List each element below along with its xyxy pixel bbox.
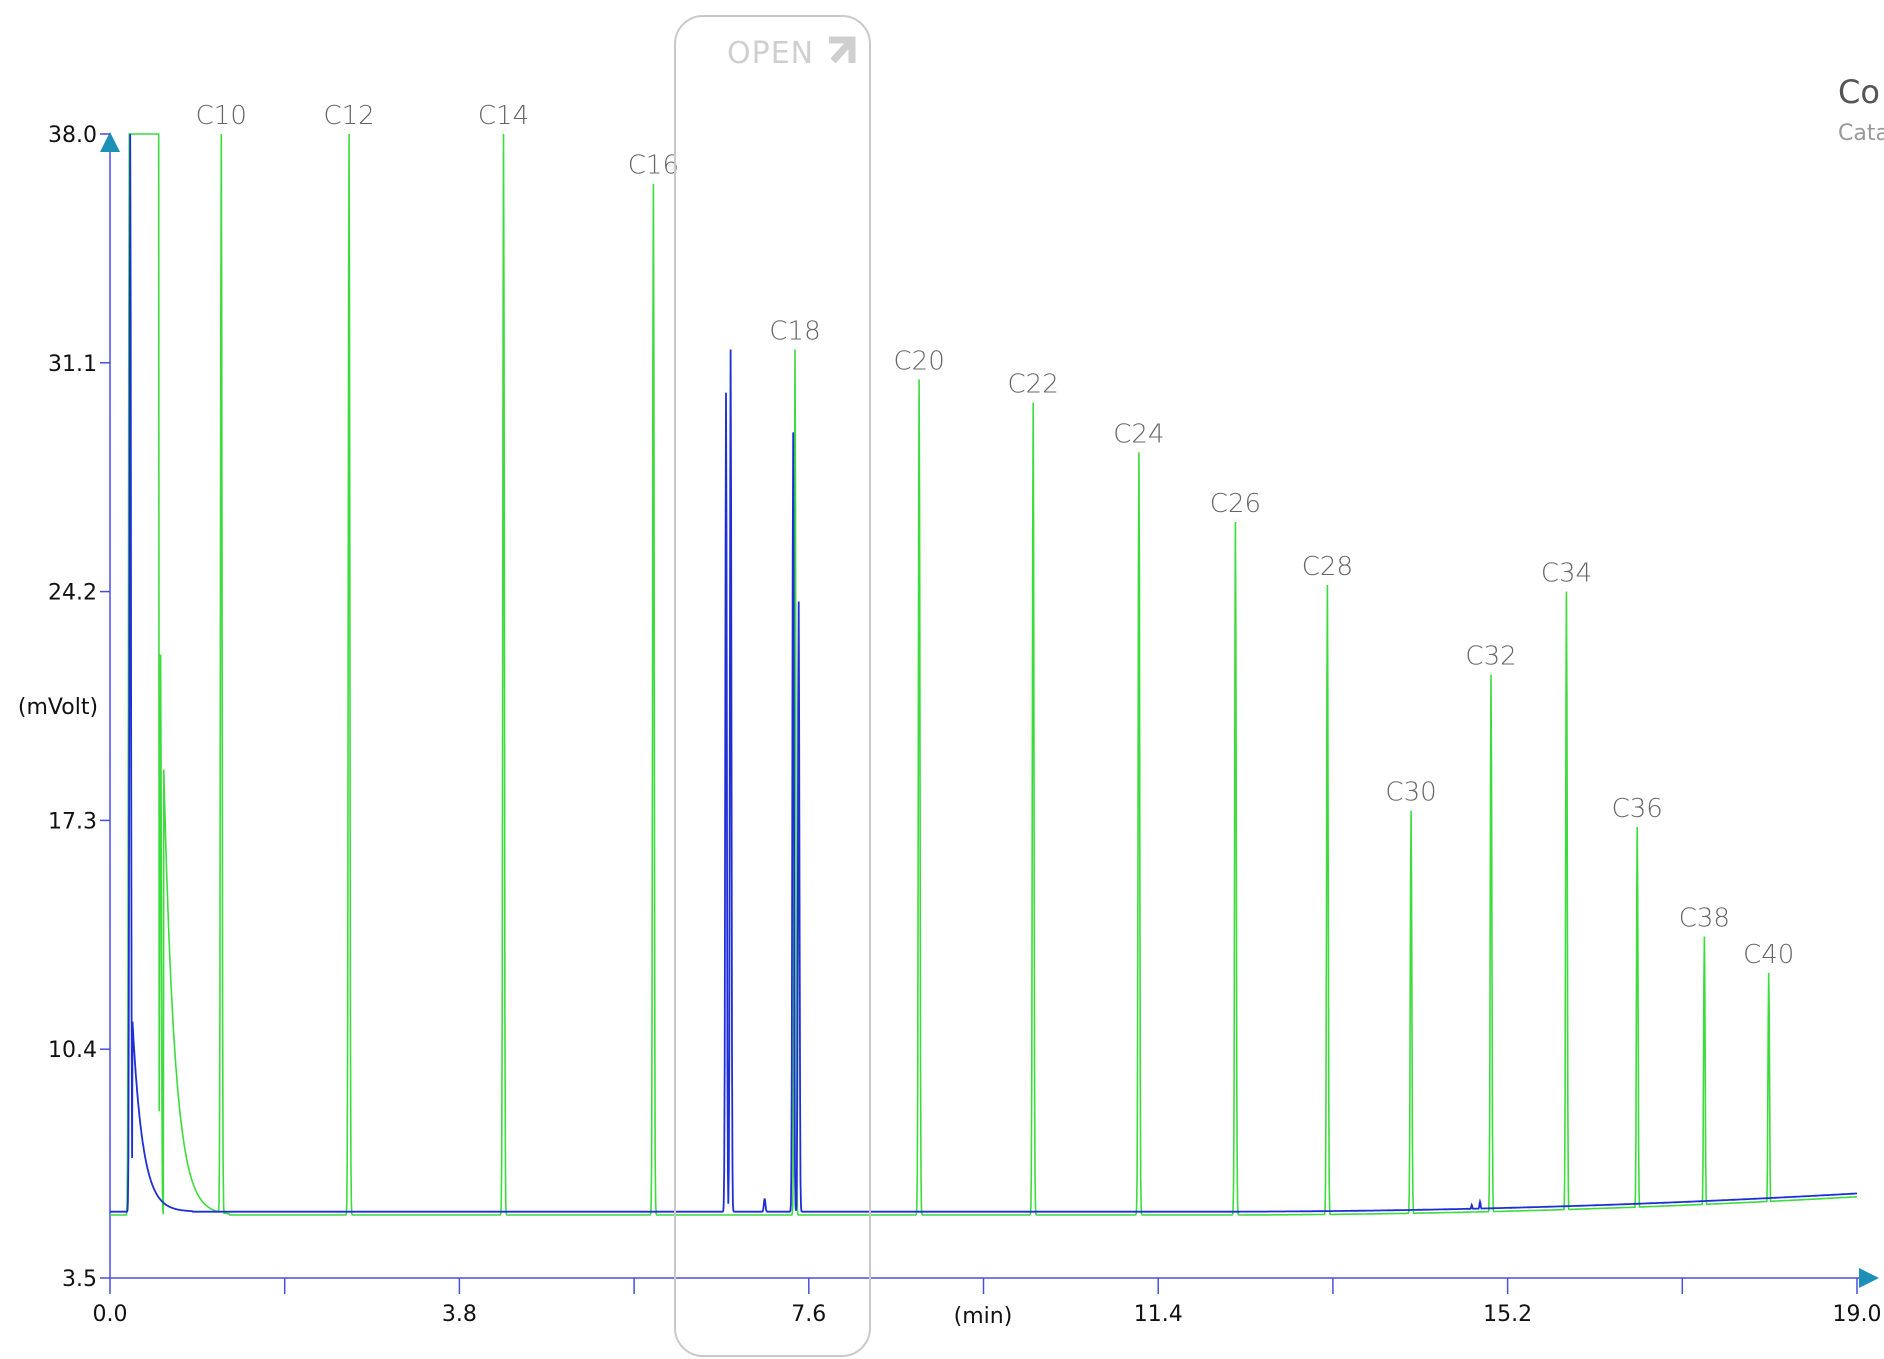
x-tick-label: 15.2 bbox=[1483, 1302, 1532, 1327]
panel-subtitle: Cata bbox=[1838, 121, 1884, 146]
y-tick-label: 31.1 bbox=[48, 352, 97, 377]
axes: 0.0 3.8 7.6 11.4 15.2 19.0 (min) 38.0 31.1 24.2 17… bbox=[18, 123, 1882, 1329]
y-tick-label: 17.3 bbox=[48, 809, 97, 834]
y-tick-label: 10.4 bbox=[48, 1038, 97, 1063]
peak-label: C36 bbox=[1612, 794, 1663, 824]
y-axis-arrow-icon bbox=[100, 132, 120, 152]
open-button-label[interactable]: OPEN bbox=[727, 36, 814, 71]
x-tick-label: 19.0 bbox=[1833, 1302, 1882, 1327]
panel-title: Co bbox=[1838, 73, 1880, 111]
peak-label: C28 bbox=[1302, 552, 1353, 582]
open-button[interactable]: OPEN bbox=[674, 15, 871, 1357]
x-axis-label: (min) bbox=[954, 1304, 1013, 1329]
arrow-up-right-icon[interactable] bbox=[829, 36, 856, 64]
peak-label: C20 bbox=[894, 346, 945, 376]
peak-label: C34 bbox=[1541, 559, 1592, 589]
peak-label: C12 bbox=[323, 101, 374, 131]
peak-label: C16 bbox=[628, 151, 679, 181]
peak-label: C26 bbox=[1210, 489, 1261, 519]
y-tick-label: 24.2 bbox=[48, 581, 97, 606]
peak-label: C18 bbox=[769, 317, 820, 347]
y-tick-label: 38.0 bbox=[48, 123, 97, 148]
x-tick-label: 3.8 bbox=[442, 1302, 477, 1327]
peak-label: C38 bbox=[1679, 903, 1730, 933]
peak-label: C30 bbox=[1385, 777, 1436, 807]
y-tick-label: 3.5 bbox=[62, 1267, 97, 1292]
peak-label: C40 bbox=[1743, 940, 1794, 970]
x-tick-label: 11.4 bbox=[1134, 1302, 1183, 1327]
x-axis-arrow-icon bbox=[1859, 1268, 1879, 1288]
peak-label: C32 bbox=[1465, 641, 1516, 671]
peak-label: C14 bbox=[478, 101, 529, 131]
blue-trace bbox=[110, 133, 1858, 1213]
series-layer bbox=[110, 133, 1858, 1216]
x-tick-label: 0.0 bbox=[93, 1302, 128, 1327]
green-trace bbox=[110, 133, 1857, 1216]
peak-labels: C10 C12 C14 C16 C18 C20 C22 C24 C26 C28 C30 C32 C34 C… bbox=[196, 101, 1795, 970]
peak-label: C22 bbox=[1008, 370, 1059, 400]
y-axis-label: (mVolt) bbox=[18, 695, 98, 720]
open-button-frame[interactable] bbox=[674, 15, 871, 1357]
x-tick-label: 7.6 bbox=[791, 1302, 826, 1327]
peak-label: C24 bbox=[1113, 419, 1164, 449]
peak-label: C10 bbox=[196, 101, 247, 131]
